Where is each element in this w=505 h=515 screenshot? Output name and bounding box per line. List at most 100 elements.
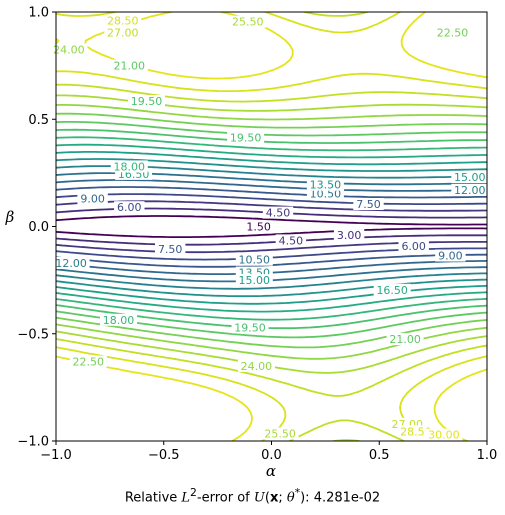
contour-label: 7.50 <box>356 198 381 211</box>
contour-label: 6.00 <box>401 240 426 253</box>
contour-label-bg <box>237 359 275 372</box>
contour-label-bg <box>69 355 107 368</box>
contour-label-bg <box>397 425 435 438</box>
contour-label: 7.50 <box>158 243 183 256</box>
contour-label-bg <box>243 220 274 233</box>
contour-label-bg <box>77 192 108 205</box>
contour-label-bg <box>373 283 411 296</box>
contour-line <box>56 179 487 275</box>
contour-label-bg <box>386 333 424 346</box>
y-tick-label: 0.0 <box>28 220 49 235</box>
contour-label-bg <box>110 59 148 72</box>
caption-prefix: Relative <box>124 490 182 506</box>
x-tick-label: −0.5 <box>148 448 180 463</box>
contour-label: 25.50 <box>264 428 296 441</box>
contour-label: 10.50 <box>239 254 271 267</box>
contour-label: 24.00 <box>241 360 273 373</box>
contour-label: 18.00 <box>114 160 146 173</box>
contour-labels: 1.50 3.00 4.50 4.50 6.00 6.00 7.50 7.50 9.00 9.00… <box>50 14 489 442</box>
contour-label: 1.50 <box>246 221 271 234</box>
contour-label: 19.50 <box>234 321 266 334</box>
y-axis-label: β <box>5 208 15 226</box>
chart-caption: Relative L2-error of U(x; θ*): 4.281e-02 <box>0 486 505 505</box>
x-tick-label: 0.5 <box>369 448 390 463</box>
contour-label-bg <box>333 229 365 242</box>
contour-label: 15.00 <box>239 274 271 287</box>
contour-line <box>56 112 487 349</box>
caption-middle: -error of <box>196 490 254 506</box>
contour-label-bg <box>434 26 471 39</box>
x-tick-label: 1.0 <box>477 448 498 463</box>
contour-label-bg <box>261 427 299 440</box>
contour-label-bg <box>262 206 294 219</box>
contour-label-bg <box>229 15 267 28</box>
x-axis-label: α <box>266 462 276 480</box>
contour-label: 4.50 <box>266 207 291 220</box>
contour-label-bg <box>451 184 489 196</box>
caption-semicolon: ; <box>278 490 287 506</box>
contour-label: 15.00 <box>454 171 486 184</box>
contour-label: 22.50 <box>437 26 469 39</box>
contour-label: 12.00 <box>454 184 486 197</box>
contour-label-bg <box>353 198 384 210</box>
contour-label: 27.00 <box>107 26 139 39</box>
contour-label: 30.00 <box>428 429 460 442</box>
caption-close-paren: ): <box>300 490 314 506</box>
contour-label-bg <box>104 14 142 27</box>
contour-label-bg <box>235 253 273 266</box>
caption-open-paren: ( <box>264 490 270 506</box>
contour-label: 9.00 <box>80 193 105 206</box>
caption-value: 4.281e-02 <box>313 490 381 506</box>
contour-line <box>56 165 487 290</box>
contour-label-bg <box>306 178 344 191</box>
contour-label: 21.00 <box>114 60 146 73</box>
caption-x-symbol: x <box>269 490 279 506</box>
contour-label: 25.50 <box>232 16 264 29</box>
contour-label-bg <box>128 95 165 107</box>
contour-label-bg <box>100 313 137 326</box>
y-axis-ticks: −1.0 −0.5 0.0 0.5 1.0 <box>17 6 56 450</box>
contour-label: 28.50 <box>107 15 139 28</box>
contour-label: 6.00 <box>117 201 142 214</box>
contour-label-bg <box>425 428 463 441</box>
x-tick-label: −1.0 <box>40 448 72 463</box>
y-tick-label: 1.0 <box>28 6 49 21</box>
contour-label: 24.00 <box>53 44 85 57</box>
contour-label-bg <box>155 243 186 255</box>
contour-label: 21.00 <box>389 333 421 346</box>
contour-label: 13.50 <box>310 179 342 192</box>
caption-theta-symbol: θ <box>286 490 295 506</box>
contour-lines <box>56 12 487 441</box>
contour-label-bg <box>114 201 145 214</box>
contour-label: 3.00 <box>337 229 362 242</box>
contour-label-bg <box>435 249 466 262</box>
y-tick-label: −0.5 <box>17 327 49 342</box>
contour-line <box>56 193 487 261</box>
contour-line <box>56 143 487 313</box>
contour-line <box>56 104 487 360</box>
contour-label-bg <box>104 26 142 39</box>
y-tick-label: 0.5 <box>28 113 49 128</box>
caption-function-symbol: U <box>253 490 265 506</box>
contour-label: 19.50 <box>230 132 262 145</box>
contour-label-bg <box>231 321 269 334</box>
contour-label-bg <box>50 43 88 56</box>
contour-label-bg <box>235 274 273 287</box>
contour-line <box>56 200 487 254</box>
contour-line <box>56 151 487 305</box>
contour-label-bg <box>110 160 148 173</box>
caption-norm-exponent: 2 <box>190 486 197 499</box>
contour-label: 18.00 <box>103 314 135 327</box>
contour-label: 22.50 <box>73 356 105 369</box>
contour-label-bg <box>227 131 265 144</box>
contour-label: 19.50 <box>131 95 163 108</box>
contour-label-bg <box>451 171 489 184</box>
contour-label: 16.50 <box>376 284 408 297</box>
contour-label: 28.50 <box>400 425 432 438</box>
contour-label-bg <box>52 257 90 269</box>
contour-label-bg <box>398 239 429 252</box>
y-tick-label: −1.0 <box>17 435 49 450</box>
contour-label: 4.50 <box>279 234 304 247</box>
contour-label: 12.00 <box>55 257 87 270</box>
